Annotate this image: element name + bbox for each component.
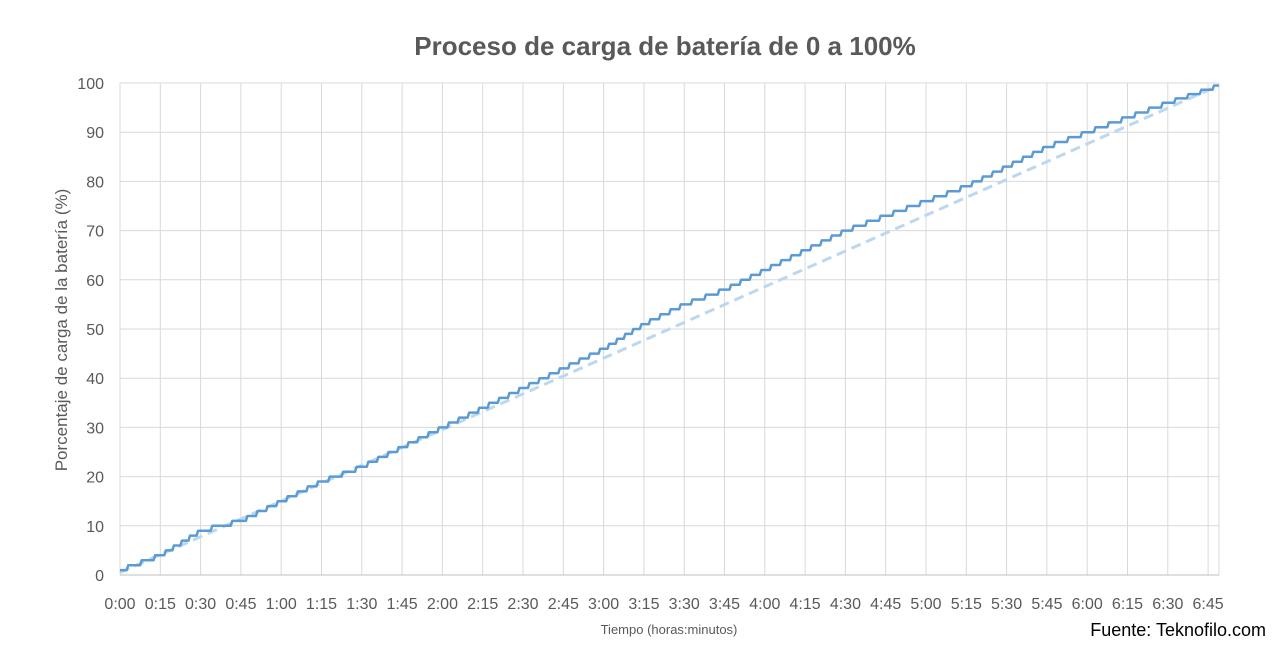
x-tick-label: 5:00 — [910, 596, 941, 613]
x-tick-labels: 0:00 0:15 0:30 0:45 1:00 1:15 1:30 1:45 2:00 2:15… — [104, 596, 1223, 613]
x-tick-label: 3:00 — [588, 596, 619, 613]
y-tick-label: 90 — [86, 125, 104, 142]
y-tick-labels: 0 10 20 30 40 50 60 70 80 90 100 — [77, 76, 104, 585]
x-tick-label: 0:30 — [185, 596, 216, 613]
grid-lines — [119, 82, 1220, 576]
x-tick-label: 3:30 — [669, 596, 700, 613]
x-tick-label: 5:15 — [951, 596, 982, 613]
x-tick-label: 4:00 — [749, 596, 780, 613]
x-tick-label: 6:00 — [1072, 596, 1103, 613]
x-tick-label: 2:45 — [548, 596, 579, 613]
x-tick-label: 3:15 — [628, 596, 659, 613]
x-tick-label: 1:45 — [387, 596, 418, 613]
chart-title: Proceso de carga de batería de 0 a 100% — [414, 31, 915, 61]
x-tick-label: 3:45 — [709, 596, 740, 613]
x-tick-label: 1:30 — [346, 596, 377, 613]
x-tick-label: 1:15 — [306, 596, 337, 613]
y-tick-label: 0 — [95, 568, 104, 585]
series-line-measured — [120, 84, 1219, 572]
x-tick-label: 6:45 — [1193, 596, 1224, 613]
y-tick-label: 50 — [86, 322, 104, 339]
series-group — [119, 84, 1220, 574]
x-tick-label: 4:15 — [790, 596, 821, 613]
x-tick-label: 2:00 — [427, 596, 458, 613]
y-tick-label: 20 — [86, 470, 104, 487]
x-tick-label: 6:15 — [1112, 596, 1143, 613]
x-tick-label: 6:30 — [1152, 596, 1183, 613]
y-axis-label: Porcentaje de carga de la batería (%) — [52, 189, 71, 472]
x-tick-label: 5:30 — [991, 596, 1022, 613]
y-tick-label: 100 — [77, 76, 104, 93]
x-tick-label: 1:00 — [266, 596, 297, 613]
x-tick-label: 4:45 — [870, 596, 901, 613]
y-tick-label: 10 — [86, 519, 104, 536]
x-tick-label: 4:30 — [830, 596, 861, 613]
y-tick-label: 80 — [86, 174, 104, 191]
y-tick-label: 60 — [86, 273, 104, 290]
y-tick-label: 40 — [86, 371, 104, 388]
x-tick-label: 5:45 — [1031, 596, 1062, 613]
x-tick-label: 2:30 — [507, 596, 538, 613]
x-axis-label: Tiempo (horas:minutos) — [601, 622, 738, 637]
source-credit: Fuente: Teknofilo.com — [1090, 620, 1266, 640]
y-tick-label: 30 — [86, 420, 104, 437]
x-tick-label: 0:00 — [104, 596, 135, 613]
x-tick-label: 2:15 — [467, 596, 498, 613]
x-tick-label: 0:15 — [145, 596, 176, 613]
x-tick-label: 0:45 — [225, 596, 256, 613]
y-tick-label: 70 — [86, 224, 104, 241]
